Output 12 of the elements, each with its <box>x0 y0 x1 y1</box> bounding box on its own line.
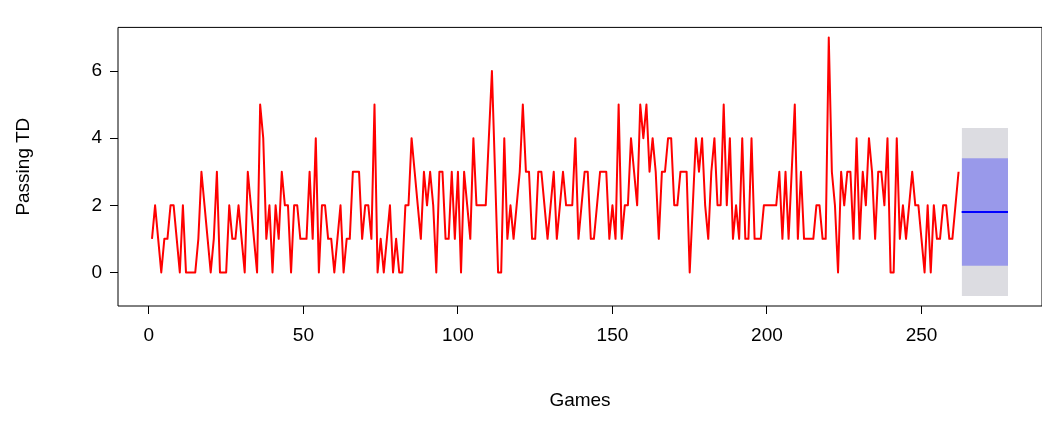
y-tick-label: 0 <box>91 260 102 282</box>
y-tick-label: 2 <box>91 193 102 215</box>
x-tick-label: 50 <box>292 323 314 345</box>
y-axis-title: Passing TD <box>11 117 33 216</box>
x-axis-title: Games <box>549 388 611 410</box>
y-tick-label: 6 <box>91 59 102 81</box>
x-tick-label: 150 <box>596 323 629 345</box>
x-tick-label: 200 <box>751 323 783 345</box>
y-tick-label: 4 <box>91 126 103 148</box>
x-tick-label: 250 <box>905 323 938 345</box>
x-tick-label: 100 <box>442 323 474 345</box>
x-tick-label: 0 <box>143 323 155 345</box>
